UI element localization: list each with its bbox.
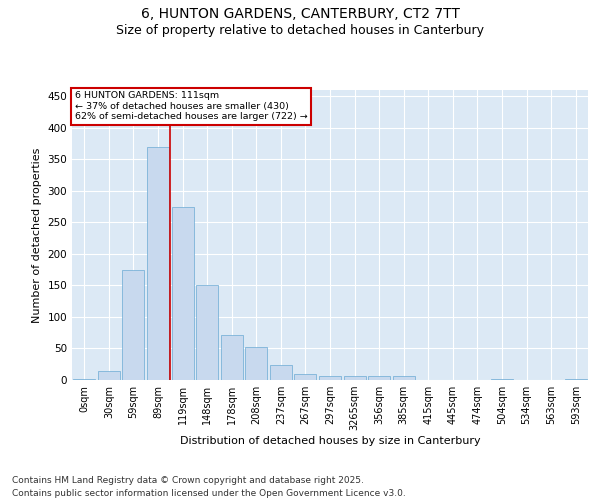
Text: Contains public sector information licensed under the Open Government Licence v3: Contains public sector information licen… <box>12 489 406 498</box>
Text: Size of property relative to detached houses in Canterbury: Size of property relative to detached ho… <box>116 24 484 37</box>
Bar <box>98 370 120 380</box>
Bar <box>319 376 341 380</box>
Bar <box>245 346 268 380</box>
X-axis label: Distribution of detached houses by size in Canterbury: Distribution of detached houses by size … <box>179 436 481 446</box>
Bar <box>221 334 243 380</box>
Y-axis label: Number of detached properties: Number of detached properties <box>32 148 42 322</box>
Bar <box>295 374 316 380</box>
Text: 6 HUNTON GARDENS: 111sqm
← 37% of detached houses are smaller (430)
62% of semi-: 6 HUNTON GARDENS: 111sqm ← 37% of detach… <box>74 92 307 121</box>
Bar <box>392 376 415 380</box>
Bar <box>344 376 365 380</box>
Bar <box>73 378 95 380</box>
Text: 6, HUNTON GARDENS, CANTERBURY, CT2 7TT: 6, HUNTON GARDENS, CANTERBURY, CT2 7TT <box>140 8 460 22</box>
Bar <box>368 376 390 380</box>
Text: Contains HM Land Registry data © Crown copyright and database right 2025.: Contains HM Land Registry data © Crown c… <box>12 476 364 485</box>
Bar <box>122 270 145 380</box>
Bar <box>270 365 292 380</box>
Bar <box>172 206 194 380</box>
Bar <box>196 286 218 380</box>
Bar <box>147 146 169 380</box>
